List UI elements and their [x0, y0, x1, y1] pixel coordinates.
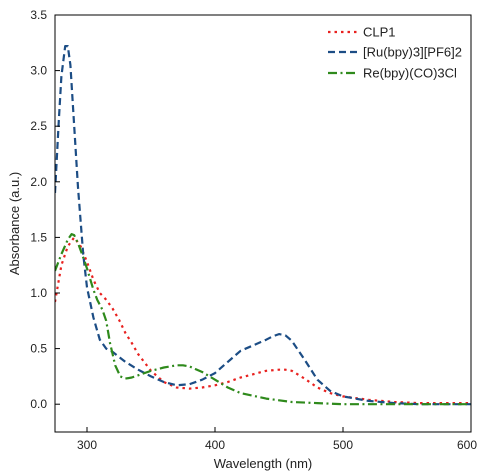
x-tick-label: 400: [205, 438, 225, 452]
y-tick-label: 3.5: [30, 8, 47, 22]
series-line-ru-bpy: [55, 44, 471, 406]
y-tick-label: 2.5: [30, 119, 47, 133]
series-line-clp1: [55, 236, 471, 405]
y-tick-label: 0.0: [30, 397, 47, 411]
y-tick-label: 0.5: [30, 342, 47, 356]
y-tick-label: 1.0: [30, 286, 47, 300]
series-layer: [55, 44, 471, 406]
x-tick-label: 600: [457, 438, 477, 452]
ticks-layer: 300 400 500 600 0.0 0.5 1.0 1.5 2.0 2.5 3.0 3.5: [30, 8, 477, 452]
y-tick-label: 2.0: [30, 175, 47, 189]
x-axis-label: Wavelength (nm): [214, 456, 313, 471]
x-tick-label: 500: [333, 438, 353, 452]
y-tick-label: 3.0: [30, 64, 47, 78]
legend-label-ru-bpy: [Ru(bpy)3][PF6]2: [363, 45, 462, 60]
y-tick-label: 1.5: [30, 230, 47, 244]
legend: CLP1 [Ru(bpy)3][PF6]2 Re(bpy)(CO)3Cl: [328, 25, 462, 81]
legend-label-re-bpy: Re(bpy)(CO)3Cl: [363, 66, 457, 81]
y-axis-label: Absorbance (a.u.): [7, 172, 22, 275]
x-tick-label: 300: [77, 438, 97, 452]
plot-frame: [54, 14, 472, 433]
series-line-re-bpy: [55, 233, 471, 406]
legend-label-clp1: CLP1: [363, 25, 396, 40]
